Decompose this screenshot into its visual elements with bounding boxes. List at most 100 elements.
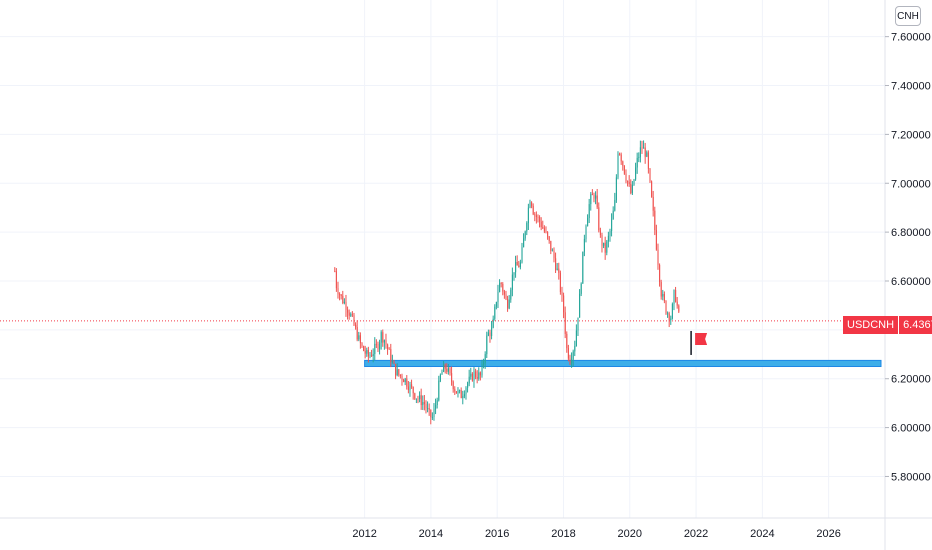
candle-body <box>678 305 680 312</box>
candle-body <box>475 371 477 377</box>
candle-body <box>550 240 552 251</box>
x-tick-label: 2022 <box>684 528 708 540</box>
time-axis[interactable]: 2012 2014 2016 2018 2020 2022 2024 2026 <box>0 517 932 540</box>
candle-body <box>654 210 656 231</box>
candle-body <box>366 350 368 354</box>
y-tick-label: 6.80000 <box>891 227 931 239</box>
candle-body <box>395 363 397 376</box>
candle-body <box>515 261 517 273</box>
grid-layer <box>0 0 885 518</box>
candle-body <box>671 304 673 319</box>
candle-body <box>591 194 593 196</box>
candle-body <box>564 312 566 334</box>
candle-body <box>334 271 336 273</box>
candle-body <box>449 368 451 374</box>
candle-body <box>625 173 627 181</box>
candle-body <box>660 282 662 297</box>
candle-body <box>532 205 534 215</box>
candle-body <box>500 283 502 284</box>
candle-body <box>406 378 408 387</box>
candle-body <box>534 214 536 216</box>
candle-body <box>419 395 421 400</box>
candle-body <box>636 157 638 168</box>
candle-body <box>523 238 525 248</box>
candle-body <box>393 361 395 364</box>
candle-body <box>446 368 448 372</box>
candle-body <box>494 306 496 319</box>
candle-body <box>623 165 625 174</box>
candle-body <box>659 264 661 283</box>
candle-body <box>595 195 597 199</box>
candle-body <box>438 380 440 401</box>
candle-body <box>375 343 377 345</box>
candle-body <box>615 177 617 201</box>
candle-body <box>382 332 384 343</box>
price-tag-value: 6.43675 <box>899 316 932 334</box>
candle-body <box>590 194 592 205</box>
support-zone[interactable] <box>364 359 882 368</box>
candle-body <box>606 241 608 253</box>
candle-body <box>433 408 435 418</box>
candle-body <box>420 395 422 406</box>
candle-body <box>668 313 670 321</box>
candle-body <box>484 354 486 363</box>
candle-body <box>647 152 649 169</box>
support-zone-layer <box>364 359 882 368</box>
y-tick-label: 7.20000 <box>891 129 931 141</box>
candle-body <box>412 386 414 394</box>
candle-body <box>547 231 549 237</box>
candle-body <box>479 372 481 376</box>
y-tick-label: 7.40000 <box>891 81 931 93</box>
candle-body <box>417 398 419 400</box>
candle-body <box>502 283 504 292</box>
candle-body <box>415 398 417 400</box>
candle-body <box>540 221 542 228</box>
candle-body <box>662 293 664 297</box>
candle-body <box>371 355 373 357</box>
candle-body <box>561 291 563 296</box>
x-tick-label: 2020 <box>618 528 642 540</box>
candle-body <box>390 349 392 362</box>
candle-body <box>340 294 342 296</box>
candle-body <box>383 340 385 343</box>
candle-body <box>428 408 430 410</box>
candle-body <box>361 343 363 347</box>
candle-body <box>478 372 480 379</box>
candle-body <box>347 309 349 313</box>
candle-body <box>587 217 589 227</box>
candle-body <box>436 400 438 406</box>
candle-body <box>404 378 406 383</box>
flag-icon[interactable] <box>690 330 708 355</box>
candle-body <box>491 327 493 337</box>
currency-badge[interactable]: CNH <box>895 6 921 26</box>
candle-body <box>635 167 637 180</box>
candle-body <box>455 391 457 394</box>
price-axis[interactable]: 5.800006.000006.200006.400006.600006.800… <box>884 0 931 550</box>
candle-body <box>470 373 472 377</box>
candle-body <box>511 274 513 290</box>
candle-body <box>663 293 665 302</box>
candle-body <box>657 249 659 265</box>
candle-body <box>396 369 398 376</box>
candle-body <box>580 283 582 294</box>
candle-body <box>633 179 635 185</box>
candle-body <box>460 390 462 399</box>
candle-body <box>398 369 400 375</box>
y-tick-label: 6.60000 <box>891 276 931 288</box>
candle-body <box>627 180 629 183</box>
candle-body <box>422 402 424 406</box>
candle-body <box>641 147 643 149</box>
last-price-tag: USDCNH 6.43675 <box>843 316 932 334</box>
candle-body <box>524 231 526 239</box>
x-tick-label: 2026 <box>816 528 840 540</box>
candle-body <box>649 168 651 182</box>
candle-body <box>574 345 576 352</box>
candle-body <box>339 294 341 296</box>
candle-body <box>385 340 387 345</box>
candle-body <box>673 290 675 305</box>
candle-body <box>619 153 621 155</box>
candle-body <box>379 342 381 350</box>
candle-body <box>441 371 443 375</box>
